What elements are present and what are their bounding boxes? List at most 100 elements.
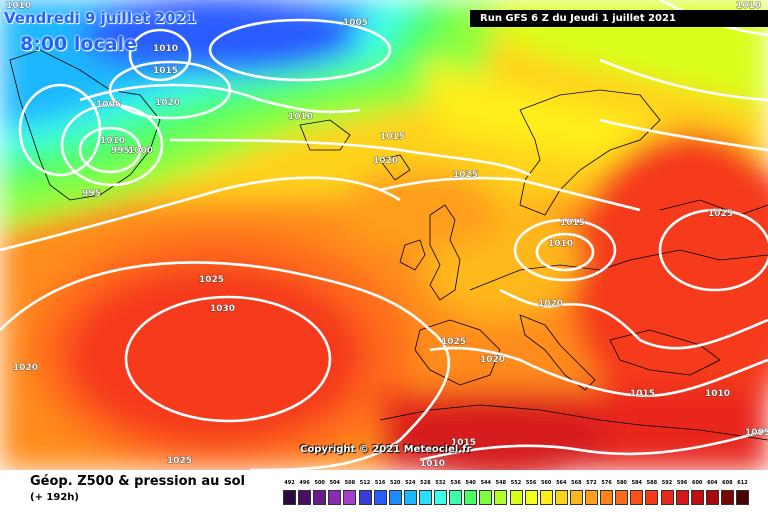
legend-color-swatch	[720, 490, 734, 505]
legend-color-swatch	[554, 490, 568, 505]
legend-color-swatch	[343, 490, 357, 505]
isobar-1020-west	[0, 176, 401, 252]
isobar-1025-europe	[379, 176, 641, 212]
legend-color-swatch	[418, 490, 432, 505]
legend-color-swatch	[630, 490, 644, 505]
legend-color-swatch	[313, 490, 327, 505]
legend-value-label: 508	[344, 480, 356, 486]
legend-value-label: 540	[465, 480, 476, 486]
isobar-1025-west	[0, 261, 451, 470]
isobar-1015-central	[169, 138, 531, 177]
isobar-label: 1015	[630, 389, 655, 399]
isobar-label: 995	[111, 146, 130, 156]
legend-value-label: 604	[707, 480, 718, 486]
isobar-label: 1025	[708, 209, 733, 219]
legend-value-label: 596	[676, 480, 688, 486]
legend-color-swatch	[569, 490, 583, 505]
legend-value-label: 512	[359, 480, 371, 486]
isobar-label: 995	[82, 189, 101, 199]
isobar-label: 1010	[548, 239, 573, 249]
legend-color-swatch	[283, 490, 296, 505]
legend-color-swatch	[600, 490, 614, 505]
legend-value-label: 524	[405, 480, 416, 486]
isobar-label: 1015	[451, 438, 476, 448]
legend-value-label: 528	[420, 480, 431, 486]
legend-color-swatch	[449, 490, 463, 505]
isobar-1020-iceland	[108, 60, 232, 120]
isobar-label: 1020	[13, 363, 38, 373]
legend-color-swatch	[434, 490, 447, 505]
legend-value-label: 548	[495, 480, 507, 486]
color-scale-legend: 492 496 500 504 508 512 516 520 524 528 532 536 540 5…	[283, 480, 753, 510]
isobar-label: 1020	[373, 156, 398, 166]
legend-value-label: 516	[374, 480, 386, 486]
isobar-1020-med	[499, 288, 768, 350]
isobar-995-low	[78, 126, 142, 174]
forecast-range: (+ 192h)	[30, 492, 79, 503]
isobar-label: 1005	[745, 428, 768, 438]
legend-value-label: 568	[571, 480, 582, 486]
isobar-label: 1010	[705, 389, 730, 399]
legend-color-swatch	[298, 490, 312, 505]
isobar-1000-low	[60, 103, 164, 187]
isobar-1015-north-east	[599, 58, 768, 102]
isobar-label: 1025	[441, 337, 466, 347]
legend-color-swatch	[373, 490, 387, 505]
legend-color-swatch	[494, 490, 508, 505]
legend-color-swatch	[358, 490, 372, 505]
legend-color-swatch	[705, 490, 719, 505]
legend-value-label: 560	[540, 480, 552, 486]
isobar-1015-germany	[513, 218, 617, 282]
isobar-label: 1015	[153, 66, 178, 76]
legend-value-label: 584	[631, 480, 643, 486]
isobar-1030	[124, 295, 332, 423]
legend-value-label: 504	[329, 480, 341, 486]
isobar-label: 1015	[380, 132, 405, 142]
legend-value-label: 608	[722, 480, 733, 486]
z500-color-field	[0, 0, 768, 470]
isobar-1015-iceland	[128, 28, 192, 82]
isobar-label: 1010	[6, 1, 31, 11]
legend-color-swatch	[660, 490, 674, 505]
isobar-label: 1025	[199, 275, 224, 285]
model-run-banner: Run GFS 6 Z du Jeudi 1 juillet 2021	[470, 10, 768, 27]
isobar-1010-north	[79, 83, 361, 114]
geopotential-map-canvas: 1010 1010 1005 1010 1015 1020 1005 1010 …	[0, 0, 768, 470]
isobar-labels: 1010 1010 1005 1010 1015 1020 1005 1010 …	[6, 1, 768, 470]
isobar-label: 1010	[420, 459, 445, 469]
isobar-label: 1020	[155, 98, 180, 108]
legend-color-swatch	[328, 490, 342, 505]
isobar-1020-north-east	[599, 118, 768, 152]
isobar-label: 1020	[538, 299, 563, 309]
legend-color-swatch	[388, 490, 402, 505]
isobar-label: 1000	[128, 146, 153, 156]
legend-value-label: 588	[646, 480, 658, 486]
legend-color-swatch	[736, 490, 749, 505]
legend-value-label: 600	[691, 480, 703, 486]
legend-value-label: 544	[480, 480, 492, 486]
legend-value-label: 496	[299, 480, 310, 486]
isobar-label: 1005	[343, 18, 368, 28]
legend-value-label: 536	[450, 480, 461, 486]
isobar-label: 1010	[153, 44, 178, 54]
isobar-1005-north	[208, 18, 392, 82]
legend-color-swatch	[539, 490, 553, 505]
legend-color-swatch	[615, 490, 629, 505]
chart-title: Géop. Z500 & pression au sol	[30, 474, 245, 489]
legend-value-label: 580	[616, 480, 627, 486]
legend-value-label: 552	[510, 480, 522, 486]
legend-color-swatch	[585, 490, 598, 505]
legend-color-swatch	[675, 490, 689, 505]
isobar-label: 1010	[288, 112, 313, 122]
legend-value-label: 612	[737, 480, 748, 486]
isobar-1010-germany	[535, 232, 595, 272]
legend-value-label: 556	[525, 480, 537, 486]
legend-color-swatch	[403, 490, 417, 505]
legend-value-label: 532	[435, 480, 446, 486]
isobar-1015-med	[429, 346, 768, 398]
legend-color-swatch	[479, 490, 493, 505]
legend-color-swatch	[690, 490, 704, 505]
isobars	[0, 0, 768, 470]
isobar-1010-south	[419, 428, 768, 462]
legend-color-swatch	[509, 490, 523, 505]
